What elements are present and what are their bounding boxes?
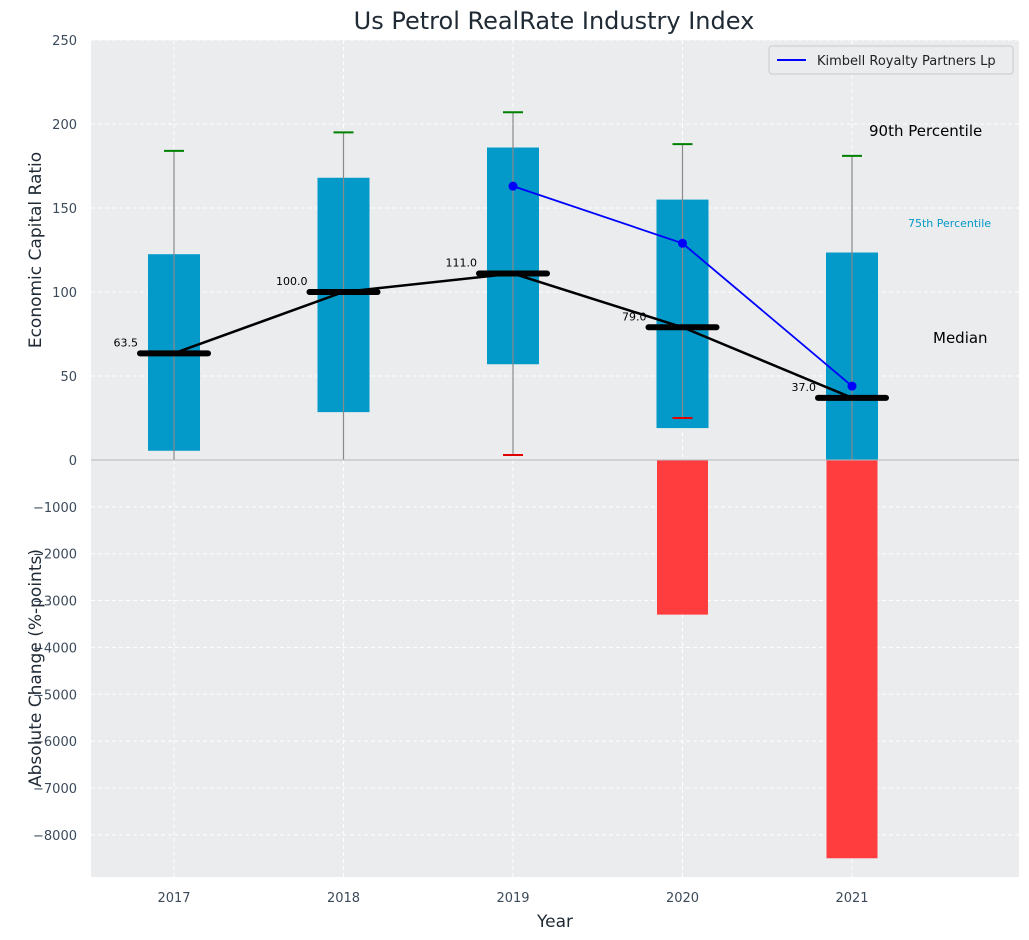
annotation-p75: 75th Percentile	[908, 217, 991, 230]
median-label-2021: 37.0	[792, 381, 817, 394]
y-tick-label-top: 100	[52, 286, 77, 301]
y-axis-label-bottom: Absolute Change (%-points)	[26, 549, 46, 787]
median-label-2019: 111.0	[446, 257, 478, 270]
y-ticks-bottom: −1000 −2000 −3000 −4000 −5000 −6000 −7000 −8000	[33, 501, 77, 844]
y-ticks-top: 0 50 100 150 200 250	[52, 34, 77, 469]
company-point-2020	[678, 238, 687, 248]
y-tick-label-bottom: −2000	[33, 548, 77, 563]
y-axis-label-top: Economic Capital Ratio	[26, 152, 46, 348]
annotation-median: Median	[933, 329, 988, 347]
company-line-group	[508, 181, 857, 391]
median-label-2018: 100.0	[276, 275, 308, 288]
chart-title: Us Petrol RealRate Industry Index	[354, 7, 755, 35]
x-ticks: 2017 2018 2019 2020 2021	[157, 891, 868, 906]
y-tick-label-bottom: −4000	[33, 641, 77, 656]
median-label-2020: 79.0	[622, 310, 647, 323]
annotation-p90: 90th Percentile	[869, 122, 982, 140]
x-tick-label-2019: 2019	[496, 891, 529, 906]
y-tick-label-bottom: −5000	[33, 688, 77, 703]
y-tick-label-top: 0	[69, 454, 77, 469]
y-tick-label-bottom: −7000	[33, 782, 77, 797]
y-tick-label-bottom: −8000	[33, 829, 77, 844]
x-tick-label-2020: 2020	[666, 891, 699, 906]
y-tick-label-bottom: −6000	[33, 735, 77, 750]
y-tick-label-bottom: −3000	[33, 595, 77, 610]
company-point-2021	[847, 381, 857, 391]
change-bar-2021	[826, 460, 878, 859]
legend-box	[768, 45, 1014, 75]
x-tick-label-2021: 2021	[835, 891, 868, 906]
change-bar-2020	[657, 460, 708, 615]
x-axis-label: Year	[536, 912, 573, 932]
legend: Kimbell Royalty Partners Lp	[768, 45, 1014, 75]
company-point-2019	[508, 181, 518, 191]
legend-label: Kimbell Royalty Partners Lp	[817, 54, 996, 69]
x-tick-label-2018: 2018	[327, 891, 360, 906]
y-tick-label-bottom: −1000	[33, 501, 77, 516]
y-tick-label-top: 200	[52, 118, 77, 133]
bottom-panel-background	[91, 460, 1019, 877]
median-line-group	[137, 270, 889, 401]
y-tick-label-top: 250	[52, 34, 77, 49]
x-tick-label-2017: 2017	[157, 891, 190, 906]
median-label-2017: 63.5	[114, 336, 139, 349]
change-bars	[657, 460, 878, 859]
y-tick-label-top: 150	[52, 202, 77, 217]
y-tick-label-top: 50	[60, 370, 77, 385]
median-labels: 63.5 100.0 111.0 79.0 37.0	[114, 257, 817, 394]
